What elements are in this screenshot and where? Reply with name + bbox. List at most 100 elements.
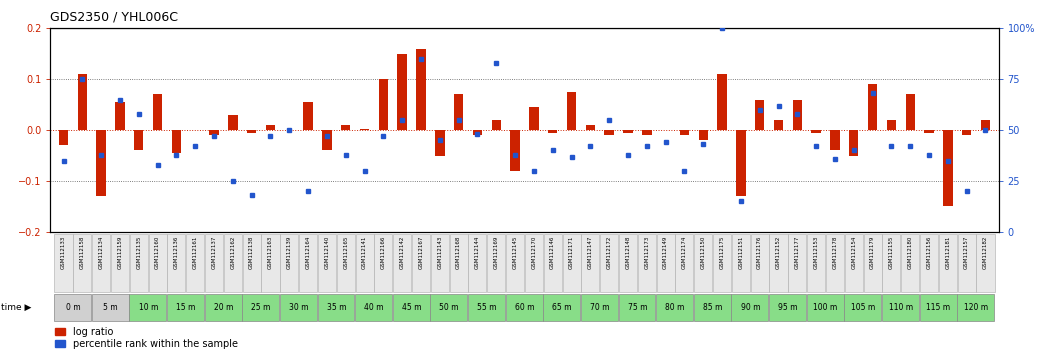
Bar [585, 125, 595, 130]
Text: time ▶: time ▶ [1, 303, 31, 312]
FancyBboxPatch shape [543, 293, 580, 321]
Text: GSM112155: GSM112155 [889, 235, 894, 269]
Text: GSM112140: GSM112140 [324, 235, 329, 269]
Bar [454, 95, 464, 130]
Bar [360, 129, 369, 130]
Bar [134, 130, 144, 150]
Bar [718, 74, 727, 130]
Bar [830, 130, 839, 150]
Text: GSM112135: GSM112135 [136, 235, 142, 269]
Bar [849, 130, 858, 155]
Bar [793, 99, 802, 130]
Text: 80 m: 80 m [665, 303, 685, 312]
Bar [322, 130, 331, 150]
Text: GSM112141: GSM112141 [362, 235, 367, 269]
Text: 25 m: 25 m [252, 303, 271, 312]
FancyBboxPatch shape [393, 234, 411, 292]
Text: 115 m: 115 m [926, 303, 950, 312]
Text: 65 m: 65 m [553, 303, 572, 312]
Text: GSM112134: GSM112134 [99, 235, 104, 269]
Text: GSM112154: GSM112154 [852, 235, 856, 269]
Bar [229, 115, 237, 130]
FancyBboxPatch shape [882, 234, 900, 292]
FancyBboxPatch shape [187, 234, 205, 292]
FancyBboxPatch shape [130, 234, 148, 292]
FancyBboxPatch shape [788, 234, 807, 292]
FancyBboxPatch shape [731, 293, 768, 321]
FancyBboxPatch shape [958, 293, 994, 321]
FancyBboxPatch shape [280, 293, 317, 321]
FancyBboxPatch shape [468, 293, 505, 321]
FancyBboxPatch shape [430, 293, 467, 321]
Bar [905, 95, 915, 130]
Bar [341, 125, 350, 130]
Bar [755, 99, 765, 130]
Bar [172, 130, 181, 153]
Bar [868, 84, 877, 130]
FancyBboxPatch shape [318, 234, 336, 292]
FancyBboxPatch shape [506, 293, 542, 321]
Text: GSM112175: GSM112175 [720, 235, 725, 269]
Bar [604, 130, 614, 135]
FancyBboxPatch shape [91, 293, 129, 321]
Text: GSM112149: GSM112149 [663, 235, 668, 269]
FancyBboxPatch shape [826, 234, 844, 292]
Text: 90 m: 90 m [741, 303, 761, 312]
FancyBboxPatch shape [223, 234, 242, 292]
Text: GSM112137: GSM112137 [212, 235, 216, 269]
FancyBboxPatch shape [469, 234, 487, 292]
FancyBboxPatch shape [562, 234, 580, 292]
FancyBboxPatch shape [167, 293, 204, 321]
FancyBboxPatch shape [581, 234, 599, 292]
Text: 0 m: 0 m [66, 303, 80, 312]
Bar [886, 120, 896, 130]
Text: 120 m: 120 m [964, 303, 988, 312]
FancyBboxPatch shape [920, 234, 938, 292]
FancyBboxPatch shape [751, 234, 769, 292]
FancyBboxPatch shape [318, 293, 355, 321]
Text: GSM112172: GSM112172 [606, 235, 612, 269]
FancyBboxPatch shape [524, 234, 543, 292]
Text: GSM112152: GSM112152 [776, 235, 782, 269]
Bar [566, 92, 576, 130]
Text: GSM112153: GSM112153 [814, 235, 818, 269]
FancyBboxPatch shape [693, 293, 731, 321]
Text: GSM112144: GSM112144 [475, 235, 480, 269]
FancyBboxPatch shape [920, 293, 957, 321]
Text: GSM112138: GSM112138 [250, 235, 254, 269]
Bar [115, 102, 125, 130]
FancyBboxPatch shape [770, 234, 788, 292]
FancyBboxPatch shape [261, 234, 279, 292]
Text: GSM112136: GSM112136 [174, 235, 179, 269]
FancyBboxPatch shape [168, 234, 186, 292]
Text: 30 m: 30 m [288, 303, 308, 312]
Text: GSM112178: GSM112178 [833, 235, 837, 269]
Text: GSM112146: GSM112146 [551, 235, 555, 269]
Text: 45 m: 45 m [402, 303, 422, 312]
Bar [736, 130, 746, 196]
FancyBboxPatch shape [412, 234, 430, 292]
Text: 10 m: 10 m [138, 303, 158, 312]
FancyBboxPatch shape [732, 234, 750, 292]
Text: GSM112168: GSM112168 [456, 235, 462, 269]
FancyBboxPatch shape [374, 234, 392, 292]
FancyBboxPatch shape [149, 234, 167, 292]
FancyBboxPatch shape [676, 234, 693, 292]
FancyBboxPatch shape [299, 234, 317, 292]
Text: GSM112174: GSM112174 [682, 235, 687, 269]
Text: GSM112167: GSM112167 [419, 235, 424, 269]
Bar [623, 130, 633, 133]
Text: GSM112145: GSM112145 [513, 235, 517, 269]
Text: 95 m: 95 m [778, 303, 797, 312]
Text: 60 m: 60 m [515, 303, 534, 312]
FancyBboxPatch shape [638, 234, 656, 292]
Bar [642, 130, 651, 135]
Text: GSM112143: GSM112143 [437, 235, 443, 269]
FancyBboxPatch shape [92, 234, 110, 292]
FancyBboxPatch shape [55, 234, 72, 292]
FancyBboxPatch shape [600, 234, 618, 292]
Bar [548, 130, 557, 133]
Text: GSM112169: GSM112169 [494, 235, 498, 269]
FancyBboxPatch shape [431, 234, 449, 292]
Text: GSM112176: GSM112176 [757, 235, 763, 269]
